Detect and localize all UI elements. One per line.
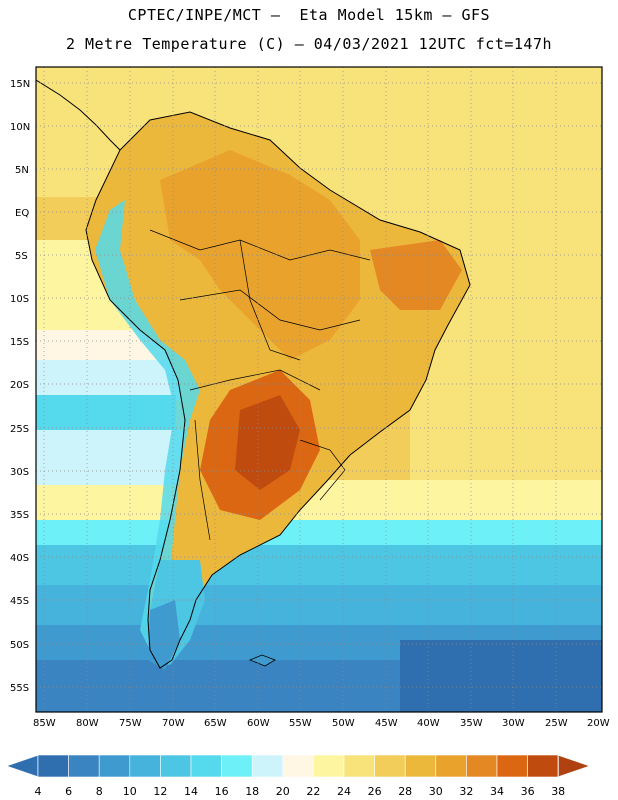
colorbar-label: 10 (123, 785, 137, 798)
lon-tick-label: 75W (119, 718, 142, 729)
colorbar-cell (466, 754, 498, 778)
colorbar-label: 12 (153, 785, 167, 798)
lat-tick-label: 30S (10, 467, 29, 478)
colorbar-cell (435, 754, 467, 778)
lat-tick-label: EQ (15, 208, 29, 219)
colorbar-label: 32 (459, 785, 473, 798)
lat-tick-label: 10N (10, 122, 30, 133)
map-subtitle: 2 Metre Temperature (C) – 04/03/2021 12U… (65, 35, 553, 53)
colorbar-label: 24 (337, 785, 351, 798)
colorbar-cell (221, 754, 253, 778)
lat-tick-label: 45S (10, 596, 29, 607)
colorbar-cell (282, 754, 314, 778)
temperature-field (36, 67, 602, 712)
colorbar-label: 22 (306, 785, 320, 798)
lat-tick-label: 40S (10, 553, 29, 564)
colorbar-cell (37, 754, 69, 778)
lat-tick-label: 15N (10, 79, 30, 90)
lat-tick-label: 55S (10, 683, 29, 694)
lat-tick-label: 20S (10, 380, 29, 391)
colorbar-label: 18 (245, 785, 259, 798)
colorbar-cell (190, 754, 222, 778)
lon-tick-label: 40W (417, 718, 440, 729)
colorbar-label: 30 (429, 785, 443, 798)
colorbar-label: 6 (65, 785, 72, 798)
lon-tick-label: 20W (587, 718, 610, 729)
colorbar-cell (374, 754, 406, 778)
colorbar-label: 36 (521, 785, 535, 798)
lat-tick-label: 50S (10, 640, 29, 651)
lat-tick-label: 5S (15, 251, 28, 262)
colorbar-cell (251, 754, 284, 778)
lat-tick-label: 35S (10, 510, 29, 521)
lat-tick-label: 25S (10, 424, 29, 435)
lon-tick-label: 80W (76, 718, 99, 729)
lon-tick-label: 25W (545, 718, 568, 729)
colorbar-cell (343, 754, 375, 778)
colorbar-label: 8 (96, 785, 103, 798)
colorbar-cell (313, 754, 345, 778)
colorbar-label: 20 (276, 785, 290, 798)
lon-tick-label: 35W (460, 718, 483, 729)
longitude-axis: 85W 80W 75W 70W 65W 60W 55W 50W 45W 40W … (33, 718, 610, 729)
colorbar-arrow-low (4, 754, 39, 778)
lon-tick-label: 60W (247, 718, 270, 729)
colorbar-label: 34 (490, 785, 504, 798)
colorbar-label: 38 (551, 785, 565, 798)
colorbar-cell (496, 754, 528, 778)
lon-tick-label: 55W (289, 718, 312, 729)
colorbar-cell (98, 754, 131, 778)
lon-tick-label: 65W (204, 718, 227, 729)
colorbar-cell (129, 754, 161, 778)
lat-tick-label: 5N (15, 165, 29, 176)
colorbar-cell (68, 754, 100, 778)
colorbar-label: 4 (35, 785, 42, 798)
lat-tick-label: 10S (10, 294, 29, 305)
colorbar-label: 16 (215, 785, 229, 798)
lon-tick-label: 45W (375, 718, 398, 729)
colorbar-cell (160, 754, 192, 778)
colorbar-label: 26 (368, 785, 382, 798)
map-title: CPTEC/INPE/MCT – Eta Model 15km – GFS (127, 6, 491, 24)
colorbar-cell (404, 754, 437, 778)
map-border (35, 66, 603, 713)
colorbar-label: 14 (184, 785, 198, 798)
lon-tick-label: 85W (33, 718, 56, 729)
coastline (85, 111, 471, 669)
latitude-axis: 15N 10N 5N EQ 5S 10S 15S 20S 25S 30S 35S… (10, 79, 30, 694)
lon-tick-label: 50W (332, 718, 355, 729)
lon-tick-label: 30W (502, 718, 525, 729)
colorbar-label: 28 (398, 785, 412, 798)
lat-tick-label: 15S (10, 337, 29, 348)
colorbar: 4 6 8 10 12 14 16 18 20 22 24 26 28 30 32 34 36 38 (4, 754, 592, 798)
colorbar-arrow-high (557, 754, 592, 778)
lon-tick-label: 70W (162, 718, 185, 729)
colorbar-cell (527, 754, 559, 778)
